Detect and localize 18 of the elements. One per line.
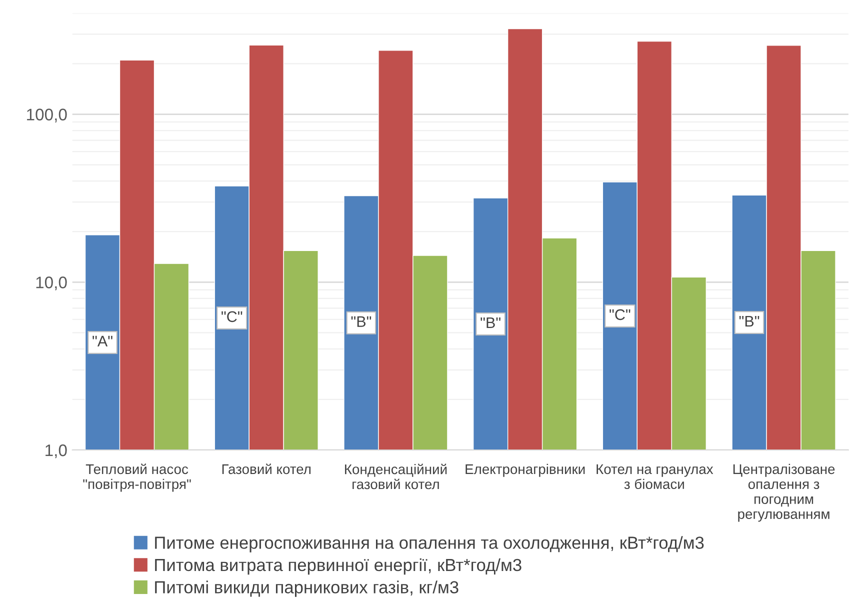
data-label: "A" xyxy=(92,336,112,346)
legend-label: Питоме енергоспоживання на опалення та охолодження, кВт*год/м3 xyxy=(155,536,704,552)
x-tick-label: Тепловий насос "повітря-повітря" xyxy=(83,464,191,492)
y-tick-label: 100,0 xyxy=(27,108,67,122)
data-label: "B" xyxy=(739,316,760,326)
legend-label: Питома витрата первинної енергії, кВт*год/м3 xyxy=(155,558,522,575)
data-label: "C" xyxy=(610,309,630,320)
y-tick-label: 10,0 xyxy=(36,276,67,290)
x-tick-label: Газовий котел xyxy=(222,464,311,474)
data-label: "B" xyxy=(351,316,372,327)
data-label: "B" xyxy=(480,317,500,328)
x-tick-label: Централізоване опалення з погодним регулюванням xyxy=(733,464,835,522)
data-label: "C" xyxy=(222,311,242,322)
x-tick-label: Конденсаційний газовий котел xyxy=(345,464,447,490)
x-tick-label: Електронагрівники xyxy=(466,464,585,477)
y-tick-label: 1,0 xyxy=(46,444,67,458)
x-tick-label: Котел на гранулах з біомаси xyxy=(596,464,714,490)
legend-label: Питомі викиди парникових газів, кг/м3 xyxy=(155,580,458,597)
